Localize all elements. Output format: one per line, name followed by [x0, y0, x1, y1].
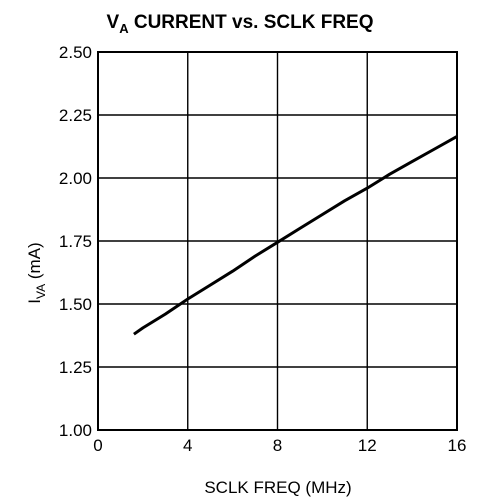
x-tick-labels: 0 4 8 12 16 — [93, 436, 466, 455]
x-tick-label: 4 — [183, 436, 192, 455]
x-tick-label: 16 — [448, 436, 467, 455]
plot-frame — [97, 51, 458, 431]
series-line-0 — [133, 135, 458, 336]
y-axis-label: IVA (mA) — [25, 242, 48, 303]
y-tick-labels: 1.00 1.25 1.50 1.75 2.00 2.25 2.50 — [59, 43, 92, 440]
chart-title: VA CURRENT vs. SCLK FREQ — [107, 12, 374, 36]
chart-title-main: V — [107, 12, 120, 33]
x-tick-label: 0 — [93, 436, 102, 455]
y-tick-label: 2.00 — [59, 169, 92, 188]
chart-title-sub: A — [119, 21, 129, 36]
y-tick-label: 1.00 — [59, 421, 92, 440]
y-axis-label-sub: VA — [34, 284, 48, 299]
y-tick-label: 1.75 — [59, 232, 92, 251]
x-tick-label: 12 — [358, 436, 377, 455]
y-tick-label: 2.25 — [59, 106, 92, 125]
y-tick-label: 1.25 — [59, 358, 92, 377]
y-tick-label: 2.50 — [59, 43, 92, 62]
chart-title-rest: CURRENT vs. SCLK FREQ — [129, 12, 374, 33]
x-tick-label: 8 — [273, 436, 282, 455]
y-axis-label-main: I — [25, 299, 44, 304]
x-axis-label: SCLK FREQ (MHz) — [204, 478, 351, 497]
y-axis-label-rest: (mA) — [25, 242, 44, 284]
series-layer — [133, 135, 458, 336]
y-tick-label: 1.50 — [59, 295, 92, 314]
